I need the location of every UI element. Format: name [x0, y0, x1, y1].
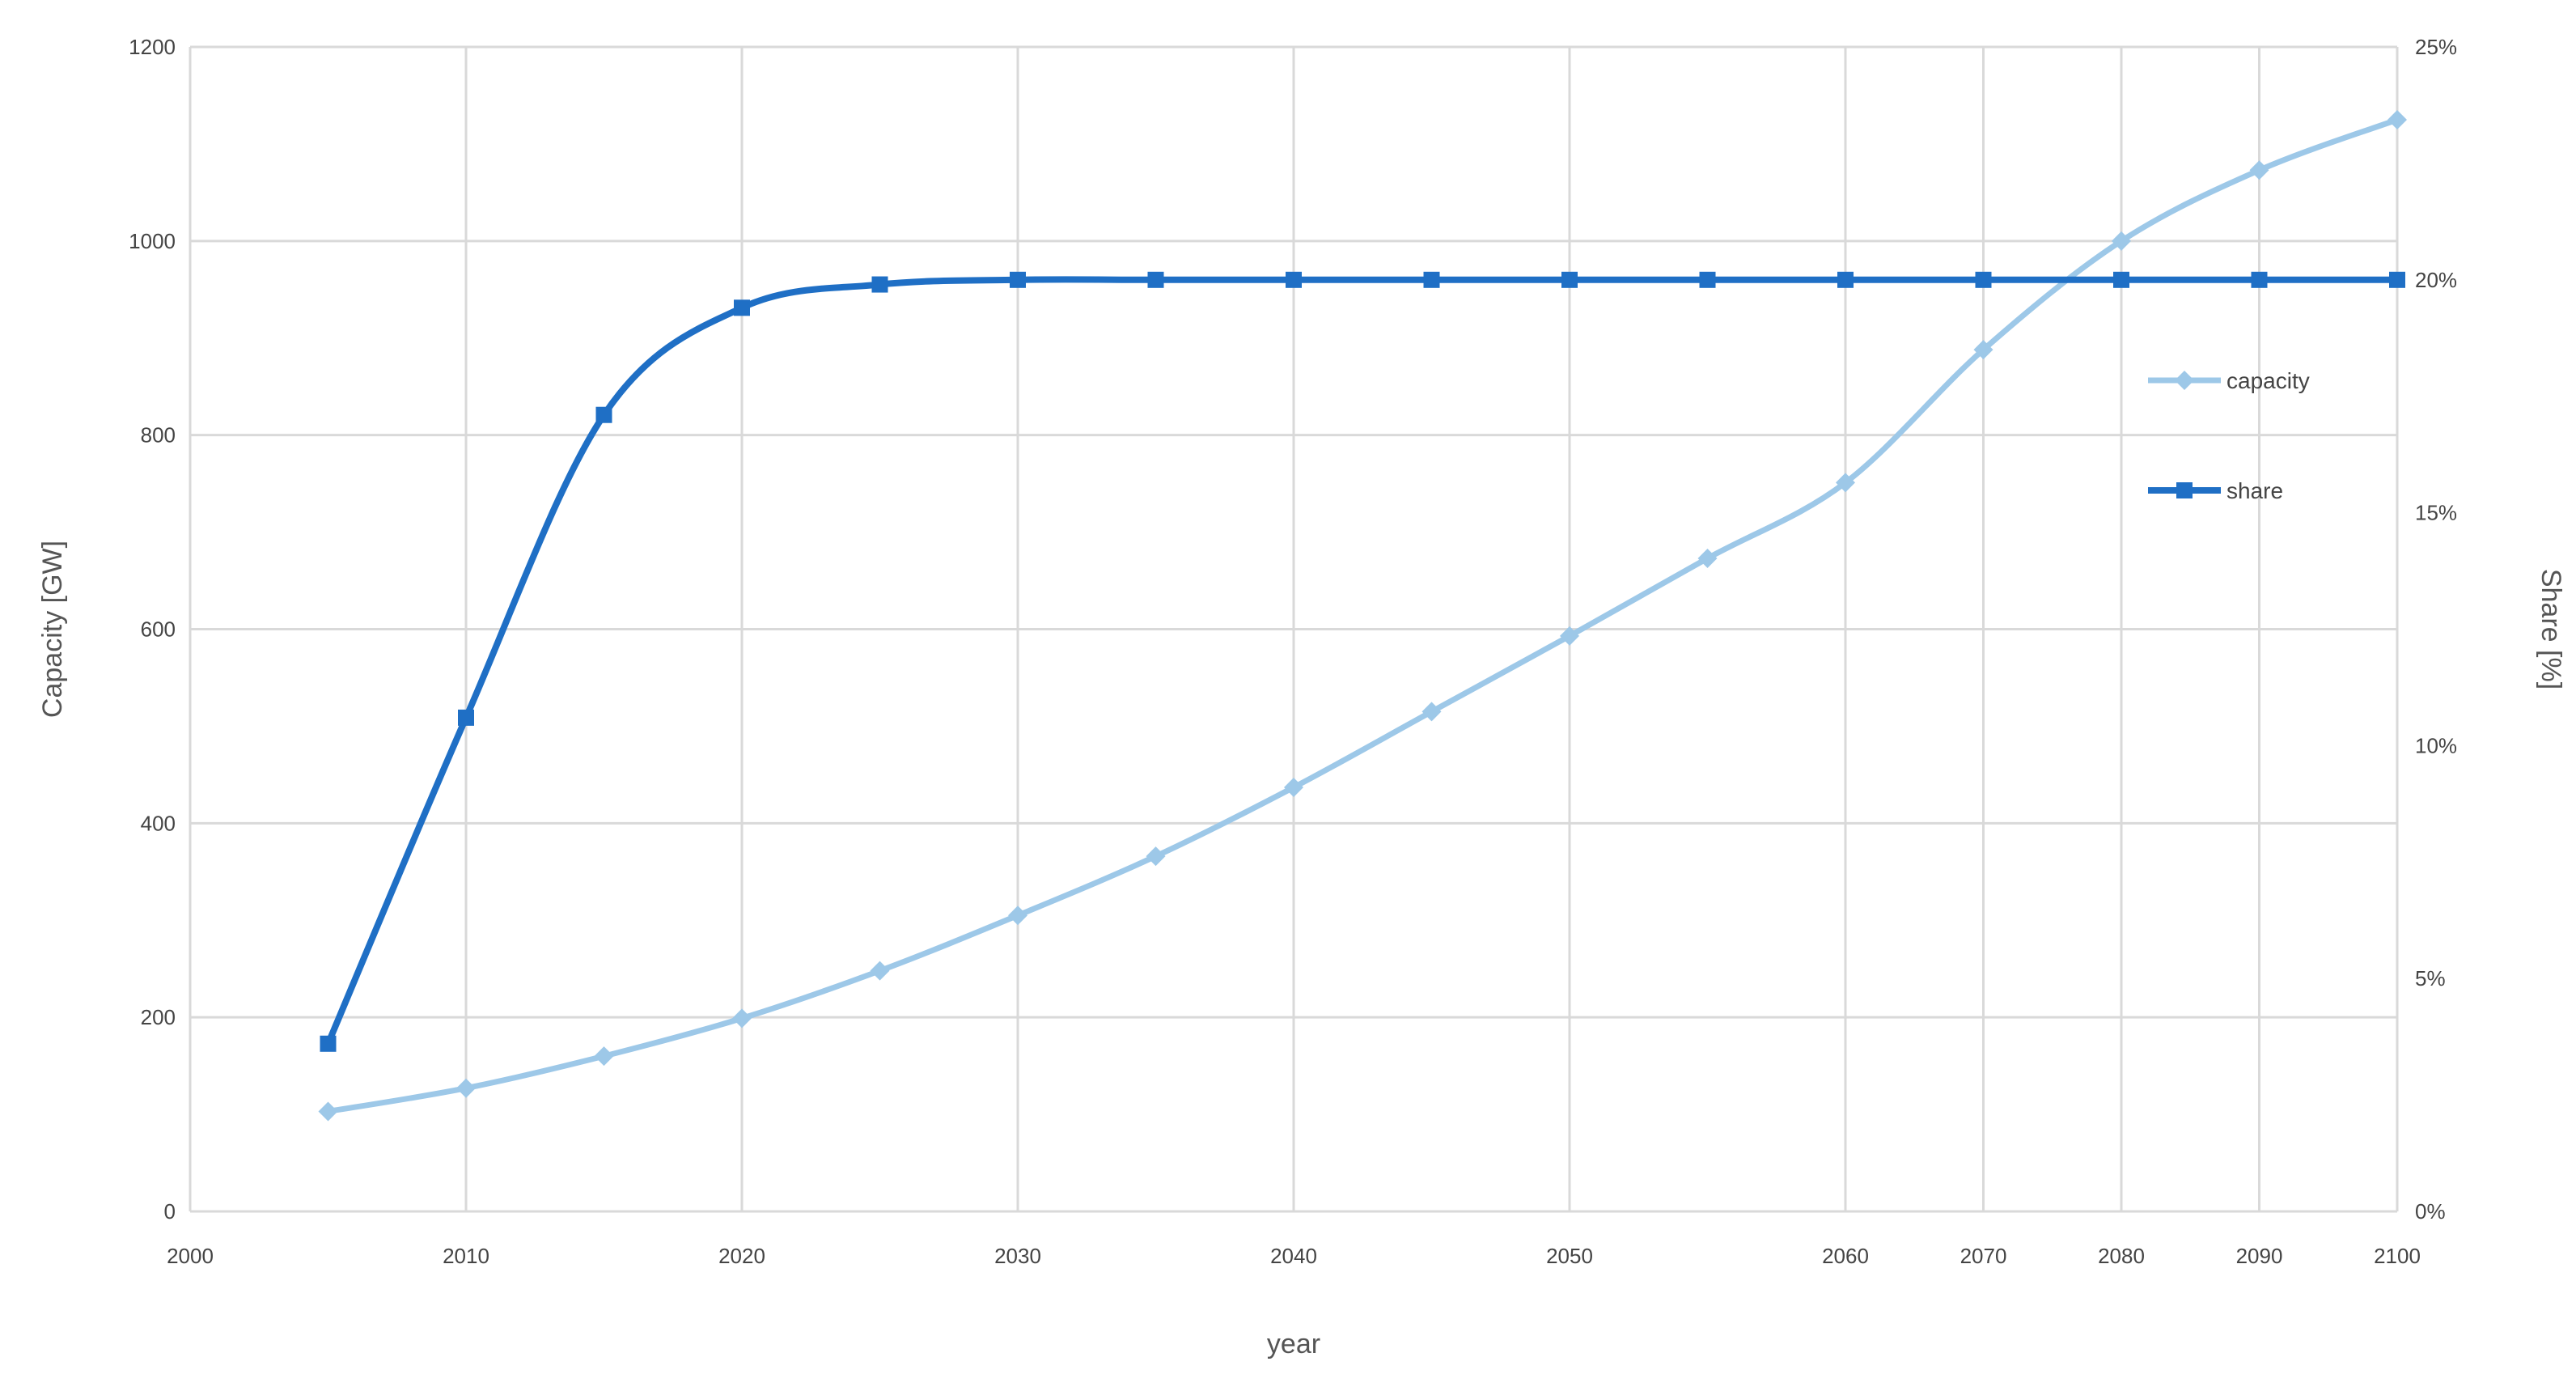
data-point-capacity — [1421, 702, 1442, 722]
data-point-share — [1975, 271, 1992, 288]
data-point-share — [2113, 271, 2129, 288]
data-point-share — [1837, 271, 1854, 288]
y-left-tick-label: 1000 — [129, 229, 176, 253]
series-capacity — [318, 109, 2407, 1122]
axes: 0 200 400 600 800 1000 1200 0% 5% 10% 15% 20% 25% 200… — [129, 35, 2457, 1268]
legend: capacity share — [2148, 368, 2310, 503]
series-line-share — [324, 276, 2400, 1047]
data-point-capacity — [732, 1008, 752, 1029]
y-right-tick-label: 0% — [2415, 1199, 2446, 1224]
y-right-tick-label: 10% — [2415, 733, 2457, 757]
data-point-capacity — [2249, 160, 2269, 180]
y-axis-right-title: Share [%] — [2536, 569, 2566, 689]
x-axis-title: year — [1267, 1329, 1320, 1359]
y-right-tick-label: 20% — [2415, 268, 2457, 292]
x-tick-label: 2010 — [443, 1244, 489, 1268]
y-left-tick-label: 400 — [141, 811, 176, 835]
data-point-capacity — [1146, 846, 1166, 867]
data-point-share — [1423, 271, 1440, 288]
data-point-share — [734, 299, 750, 316]
plot-area — [318, 109, 2407, 1122]
data-point-capacity — [1560, 626, 1579, 646]
grid — [189, 45, 2399, 1213]
series-line-capacity — [325, 117, 2400, 1114]
x-tick-label: 2080 — [2098, 1244, 2145, 1268]
x-tick-label: 2070 — [1960, 1244, 2007, 1268]
x-tick-label: 2100 — [2374, 1244, 2421, 1268]
data-point-capacity — [318, 1101, 338, 1122]
y-right-tick-label: 25% — [2415, 35, 2457, 59]
y-left-tick-label: 1200 — [129, 35, 176, 59]
x-tick-label: 2060 — [1822, 1244, 1869, 1268]
x-tick-label: 2020 — [718, 1244, 765, 1268]
x-tick-label: 2030 — [994, 1244, 1041, 1268]
legend-swatch-marker-capacity — [2175, 371, 2194, 390]
data-point-share — [1010, 271, 1026, 288]
data-point-capacity — [594, 1046, 614, 1067]
legend-swatch-marker-share — [2176, 482, 2193, 498]
y-axis-left-title: Capacity [GW] — [37, 541, 68, 718]
data-point-capacity — [1697, 548, 1718, 568]
x-tick-label: 2050 — [1546, 1244, 1593, 1268]
data-point-share — [2389, 271, 2405, 288]
data-point-share — [1286, 271, 1302, 288]
data-point-share — [1147, 271, 1164, 288]
y-left-tick-label: 200 — [141, 1005, 176, 1029]
data-point-share — [458, 709, 474, 726]
y-left-tick-label: 600 — [141, 617, 176, 642]
y-right-tick-label: 5% — [2415, 966, 2446, 990]
data-point-capacity — [870, 961, 890, 981]
data-point-capacity — [1284, 777, 1303, 797]
y-right-tick-label: 15% — [2415, 501, 2457, 525]
data-point-capacity — [1836, 473, 1855, 493]
x-tick-label: 2000 — [167, 1244, 214, 1268]
data-point-share — [2251, 271, 2268, 288]
data-point-capacity — [456, 1078, 476, 1098]
data-point-share — [871, 276, 888, 293]
data-point-capacity — [1973, 340, 1993, 360]
y-left-tick-label: 800 — [141, 423, 176, 447]
data-point-share — [1561, 271, 1578, 288]
legend-label-capacity: capacity — [2226, 368, 2310, 393]
y-left-tick-label: 0 — [164, 1199, 176, 1224]
data-point-capacity — [1008, 906, 1027, 926]
data-point-share — [320, 1035, 337, 1052]
data-point-share — [1699, 271, 1716, 288]
data-point-capacity — [2387, 109, 2407, 129]
series-share — [320, 271, 2405, 1052]
data-point-share — [595, 406, 612, 423]
x-tick-label: 2040 — [1270, 1244, 1317, 1268]
legend-label-share: share — [2226, 478, 2283, 503]
data-point-capacity — [2112, 231, 2131, 251]
x-tick-label: 2090 — [2236, 1244, 2283, 1268]
